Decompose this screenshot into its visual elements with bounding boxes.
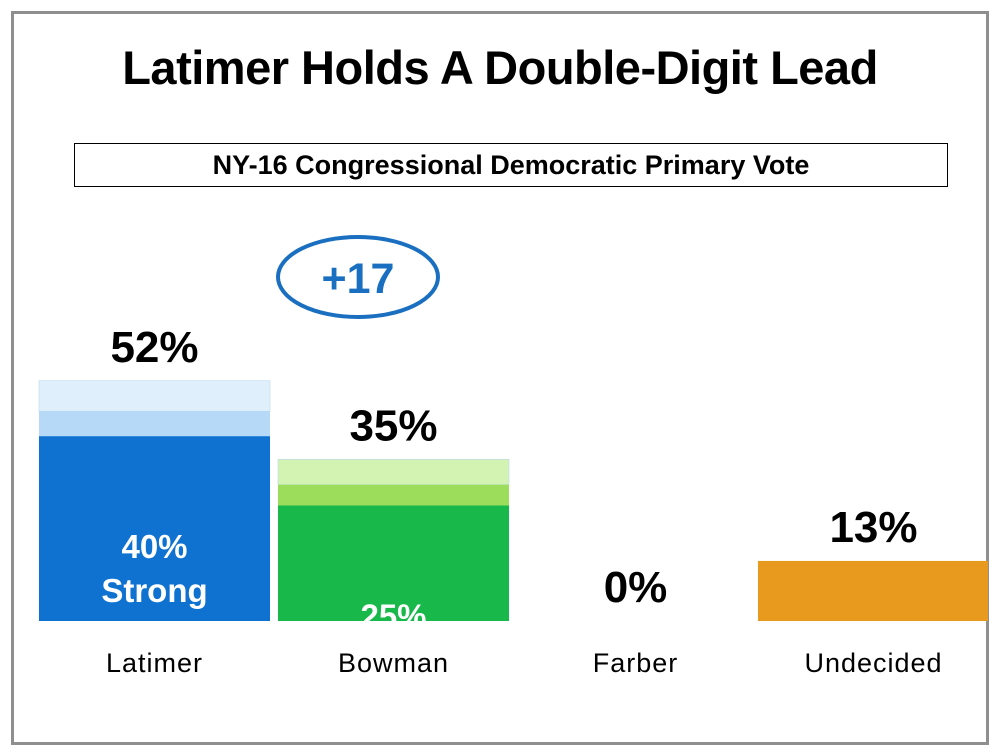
chart-title: Latimer Holds A Double-Digit Lead xyxy=(122,41,878,94)
value-label-undecided: 13% xyxy=(829,503,917,552)
category-label-latimer: Latimer xyxy=(106,648,203,678)
strong-word-label-latimer: Strong xyxy=(101,572,207,609)
chart-subtitle: NY-16 Congressional Democratic Primary V… xyxy=(212,149,810,180)
bar-bowman-strong xyxy=(278,505,509,621)
value-label-bowman: 35% xyxy=(349,401,437,450)
bar-latimer-soft-light xyxy=(38,380,271,412)
bar-undecided xyxy=(758,560,988,621)
strong-value-label-latimer: 40% xyxy=(121,528,187,565)
strong-value-label-bowman: 25% xyxy=(360,598,426,635)
chart-frame xyxy=(11,11,989,745)
annotation-label: +17 xyxy=(322,255,395,303)
bar-latimer-strong xyxy=(39,436,270,621)
chart-subtitle-box: NY-16 Congressional Democratic Primary V… xyxy=(74,143,948,187)
value-label-farber: 0% xyxy=(604,563,668,612)
bar-latimer-soft xyxy=(39,411,270,437)
category-label-farber: Farber xyxy=(593,648,679,678)
category-label-undecided: Undecided xyxy=(804,648,942,678)
annotation-ellipse xyxy=(276,235,440,319)
bar-bowman-soft-light xyxy=(277,458,510,486)
strong-word-label-bowman: Strong xyxy=(340,642,446,679)
value-label-latimer: 52% xyxy=(110,323,198,372)
bar-bowman-soft xyxy=(278,484,509,506)
category-label-bowman: Bowman xyxy=(338,648,449,678)
